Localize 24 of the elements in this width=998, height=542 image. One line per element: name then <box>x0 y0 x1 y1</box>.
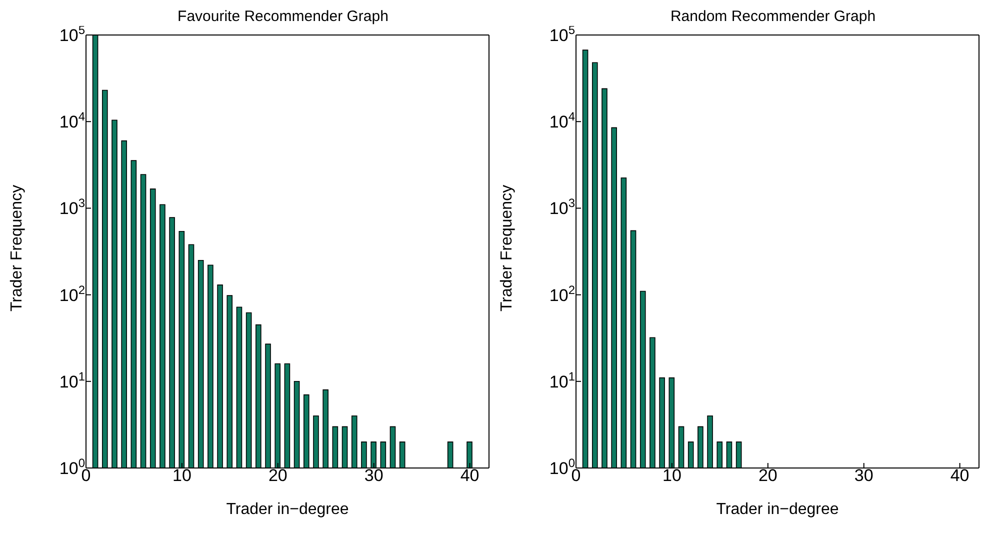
y-tick-label: 10$^{5}$ <box>549 23 576 45</box>
x-tick-label: 10 <box>662 466 682 485</box>
x-tick-label: 10 <box>172 466 192 485</box>
y-axis-title: Trader Frequency <box>498 184 516 312</box>
y-tick-label: 10$^{3}$ <box>59 196 86 218</box>
chart-title: Random Recommender Graph <box>670 8 876 25</box>
x-tick-label: 20 <box>758 466 778 485</box>
chart-title: Favourite Recommender Graph <box>178 8 388 25</box>
y-tick-label: 10$^{2}$ <box>549 282 576 305</box>
x-tick-label: 30 <box>364 466 384 485</box>
x-tick-label: 20 <box>268 466 288 485</box>
x-axis-title: Trader in−degree <box>226 501 349 518</box>
y-tick-label: 10$^{4}$ <box>549 110 576 132</box>
y-tick-label: 10$^{5}$ <box>59 23 86 45</box>
y-tick-label: 10$^{1}$ <box>59 369 86 392</box>
y-axis-title: Trader Frequency <box>8 184 26 312</box>
x-axis-title: Trader in−degree <box>716 501 839 518</box>
x-tick-label: 40 <box>460 466 480 485</box>
y-tick-label: 10$^{3}$ <box>549 196 576 218</box>
y-tick-label: 10$^{1}$ <box>549 369 576 392</box>
x-tick-label: 40 <box>950 466 970 485</box>
y-tick-label: 10$^{2}$ <box>59 282 86 305</box>
y-tick-label: 10$^{4}$ <box>59 110 86 132</box>
x-tick-label: 30 <box>854 466 874 485</box>
